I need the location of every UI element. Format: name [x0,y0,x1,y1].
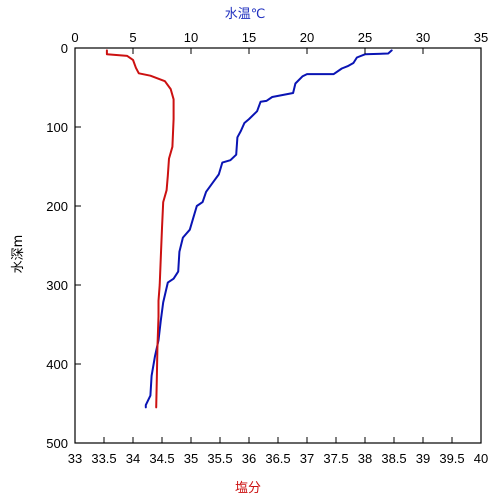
bottom-tick-label: 36 [242,451,256,466]
y-tick-label: 200 [46,199,68,214]
y-axis-title: 水深m [11,235,26,274]
bottom-tick-label: 35 [184,451,198,466]
top-tick-label: 30 [416,30,430,45]
top-tick-label: 35 [474,30,488,45]
bottom-tick-label: 39 [416,451,430,466]
y-tick-label: 400 [46,357,68,372]
top-tick-label: 20 [300,30,314,45]
plot-border [74,47,482,444]
y-tick-label: 0 [61,41,68,56]
top-tick-label: 15 [242,30,256,45]
salinity-profile-line [105,49,175,409]
top-tick-label: 5 [129,30,136,45]
bottom-tick-label: 38 [358,451,372,466]
bottom-axis-title: 塩分 [235,481,261,496]
bottom-tick-label: 39.5 [439,451,464,466]
bottom-tick-label: 33 [68,451,82,466]
bottom-tick-label: 34.5 [149,451,174,466]
bottom-tick-label: 38.5 [381,451,406,466]
bottom-tick-label: 37.5 [323,451,348,466]
top-tick-label: 0 [71,30,78,45]
y-tick-label: 100 [46,120,68,135]
bottom-tick-label: 35.5 [207,451,232,466]
plot-frame [74,47,482,444]
top-axis-ticks: 0 5 10 15 20 25 30 35 [71,30,488,54]
bottom-tick-label: 33.5 [91,451,116,466]
top-tick-label: 25 [358,30,372,45]
y-axis-ticks: 0 100 200 300 400 500 [46,41,81,451]
bottom-tick-label: 40 [474,451,488,466]
top-tick-label: 10 [184,30,198,45]
series-layer [105,49,393,409]
top-axis-title: 水温℃ [225,7,266,22]
y-tick-label: 500 [46,436,68,451]
bottom-tick-label: 34 [126,451,140,466]
y-tick-label: 300 [46,278,68,293]
temperature-profile-line [144,49,393,409]
bottom-tick-label: 36.5 [265,451,290,466]
bottom-axis-ticks: 33 33.5 34 34.5 35 35.5 36 36.5 37 37.5 38 38.5 39 39… [68,437,488,466]
bottom-tick-label: 37 [300,451,314,466]
